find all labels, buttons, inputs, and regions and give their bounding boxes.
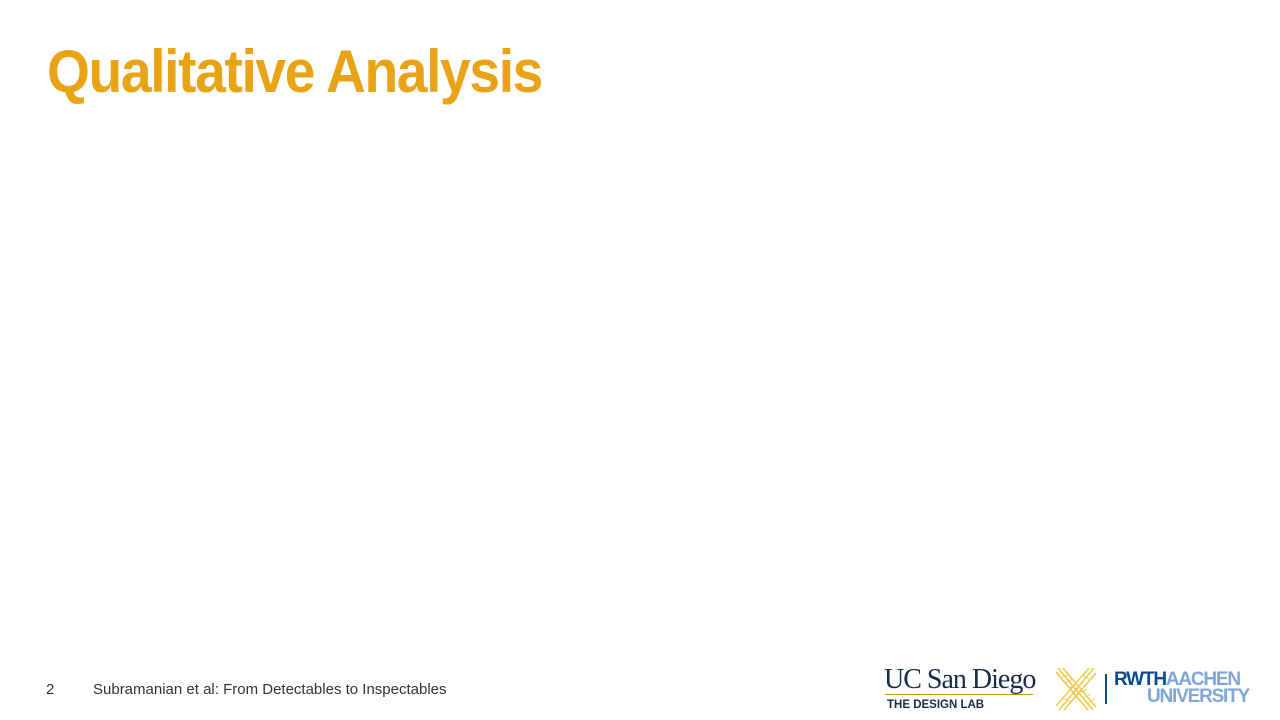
ucsd-logo-subtitle: THE DESIGN LAB (887, 699, 985, 711)
rwth-logo-light: AACHEN (1165, 669, 1241, 690)
ucsd-wordmark: UC San Diego (884, 664, 1036, 695)
x-mark-icon (1055, 667, 1097, 711)
rwth-aachen-logo: RWTHAACHEN UNIVERSITY (1114, 669, 1250, 707)
ucsd-design-lab-logo: UC San Diego THE DESIGN LAB (884, 664, 1038, 714)
footer-citation: Subramanian et al: From Detectables to I… (93, 681, 447, 698)
rwth-logo-line1: RWTHAACHEN (1114, 669, 1241, 690)
page-number: 2 (46, 681, 55, 698)
logo-divider (1105, 674, 1107, 704)
slide-title: Qualitative Analysis (47, 38, 543, 105)
ucsd-logo-rule (885, 694, 1033, 695)
rwth-logo-line2: UNIVERSITY (1147, 686, 1250, 707)
rwth-logo-strong: RWTH (1114, 669, 1167, 690)
